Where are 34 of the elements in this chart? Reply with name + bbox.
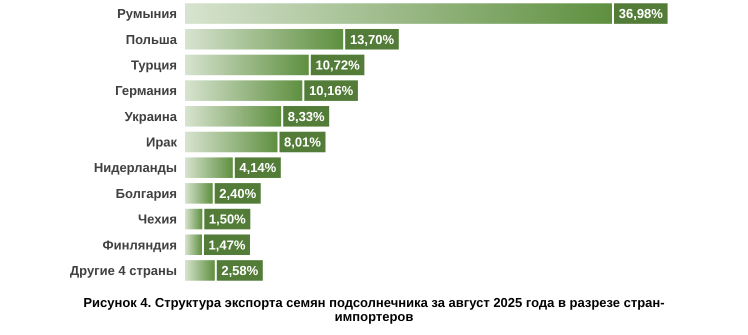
bar xyxy=(185,260,215,281)
bar xyxy=(185,132,278,152)
bar xyxy=(185,28,344,50)
y-tick-label: Турция xyxy=(130,57,177,72)
bar xyxy=(185,80,302,101)
y-tick-label: Украина xyxy=(124,108,178,124)
y-tick-label: Чехия xyxy=(138,212,177,227)
y-tick-label: Нидерланды xyxy=(94,160,177,176)
y-tick-label: Финляндия xyxy=(102,237,177,252)
bar xyxy=(185,106,282,127)
y-tick-label: Ирак xyxy=(146,134,178,150)
y-tick-label: Германия xyxy=(115,83,177,98)
data-label: 1,50% xyxy=(208,212,246,227)
text: Рисунок 4. Структура экспорта семян подсолнечника за август 2025 года в разрезе стран-импортеров xyxy=(82,295,666,324)
data-label: 4,14% xyxy=(239,160,277,176)
data-label: 2,40% xyxy=(219,186,257,201)
bar xyxy=(185,183,213,204)
data-label: 10,72% xyxy=(316,57,360,72)
data-label: 36,98% xyxy=(618,6,664,22)
bar xyxy=(185,3,612,24)
y-tick-label: Польша xyxy=(126,32,178,47)
data-label: 2,58% xyxy=(221,262,259,278)
bar xyxy=(185,157,233,178)
y-tick-label: Болгария xyxy=(116,186,177,201)
data-label: 1,47% xyxy=(208,237,246,252)
bar xyxy=(185,54,309,76)
y-tick-label: Румыния xyxy=(117,6,177,22)
data-label: 8,01% xyxy=(284,134,322,150)
data-label: 13,70% xyxy=(350,32,394,47)
data-label: 8,33% xyxy=(288,108,326,124)
y-tick-label: Другие 4 страны xyxy=(70,262,177,278)
data-label: 10,16% xyxy=(309,83,354,98)
bar xyxy=(185,234,202,256)
bar xyxy=(185,208,202,230)
